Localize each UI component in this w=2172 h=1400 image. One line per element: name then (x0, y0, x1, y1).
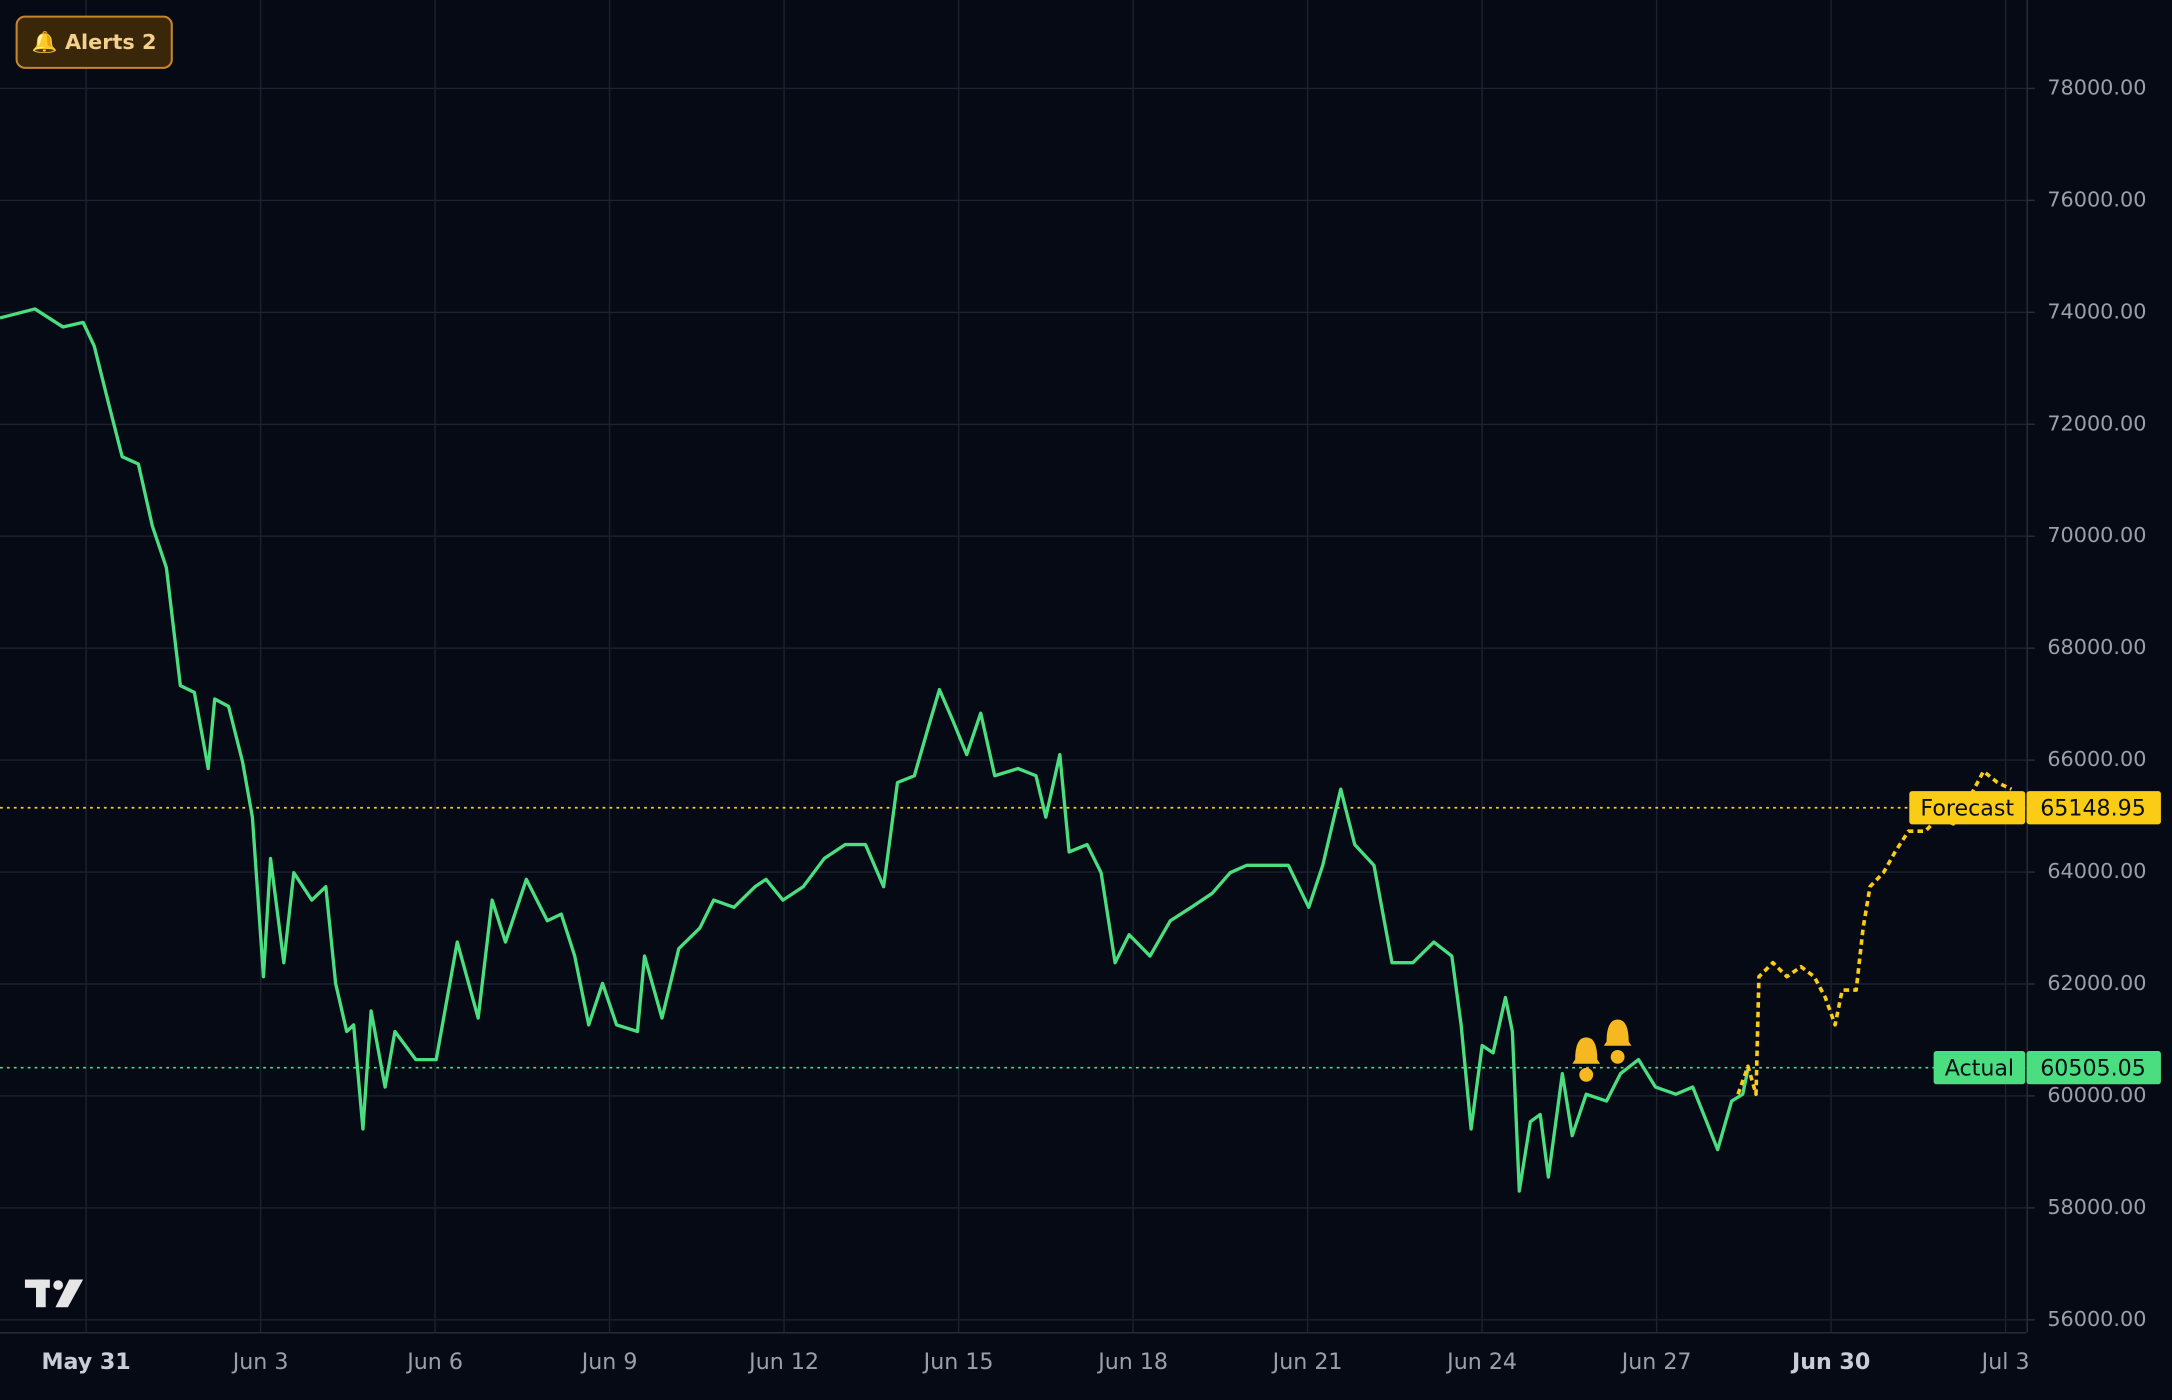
alerts-button-bg[interactable] (15, 15, 173, 69)
price-label: 60505.05 (2040, 1056, 2146, 1082)
x-tick-label: Jun 21 (1271, 1349, 1343, 1375)
logo-shape (53, 1280, 64, 1290)
price-label-bg (2026, 791, 2161, 825)
y-tick-label: 66000.00 (2047, 747, 2146, 771)
x-tick-label: Jun 18 (1096, 1349, 1168, 1375)
price-line-name: Forecast (1920, 796, 2014, 822)
alert-marker (1603, 1019, 1632, 1046)
price-label: 65148.95 (2040, 796, 2146, 822)
logo-shape (36, 1279, 46, 1308)
x-tick-label: Jun 6 (405, 1349, 463, 1375)
price-line-name-bg (1933, 1051, 2026, 1085)
alerts-button-label[interactable]: 🔔 Alerts 2 (32, 30, 157, 54)
price-line-name-bg (1909, 791, 2026, 825)
plot-layer: 56000.00 58000.00 60000.00 62000.00 64000.00… (0, 0, 2161, 1375)
alert-marker-dot (1579, 1067, 1594, 1082)
x-tick-label: Jun 9 (580, 1349, 638, 1375)
x-tick-label: Jun 30 (1790, 1349, 1870, 1375)
alert-marker-dot (1610, 1049, 1625, 1064)
x-tick-label: Jun 24 (1445, 1349, 1517, 1375)
alert-marker (1572, 1037, 1601, 1064)
x-tick-label: May 31 (41, 1349, 130, 1375)
x-tick-label: Jun 27 (1620, 1349, 1692, 1375)
y-tick-label: 72000.00 (2047, 411, 2146, 435)
alerts-button[interactable]: 🔔 Alerts 2 (15, 15, 173, 69)
y-tick-label: 62000.00 (2047, 971, 2146, 995)
tv-logo (24, 1279, 84, 1308)
y-tick-label: 78000.00 (2047, 75, 2146, 99)
series-line (0, 307, 1750, 1193)
x-tick-label: Jun 15 (922, 1349, 994, 1375)
y-tick-label: 58000.00 (2047, 1195, 2146, 1219)
price-line-name: Actual (1945, 1056, 2014, 1082)
y-tick-label: 56000.00 (2047, 1307, 2146, 1331)
y-tick-label: 74000.00 (2047, 299, 2146, 323)
x-tick-label: Jun 3 (231, 1349, 289, 1375)
price-label-bg (2026, 1051, 2161, 1085)
y-tick-label: 60000.00 (2047, 1083, 2146, 1107)
y-tick-label: 70000.00 (2047, 523, 2146, 547)
x-tick-label: Jun 12 (747, 1349, 819, 1375)
x-tick-label: Jul 3 (1980, 1349, 2030, 1375)
y-tick-label: 64000.00 (2047, 859, 2146, 883)
y-tick-label: 68000.00 (2047, 635, 2146, 659)
logo-shape (55, 1279, 84, 1308)
y-tick-label: 76000.00 (2047, 187, 2146, 211)
series-line (1736, 769, 2013, 1097)
